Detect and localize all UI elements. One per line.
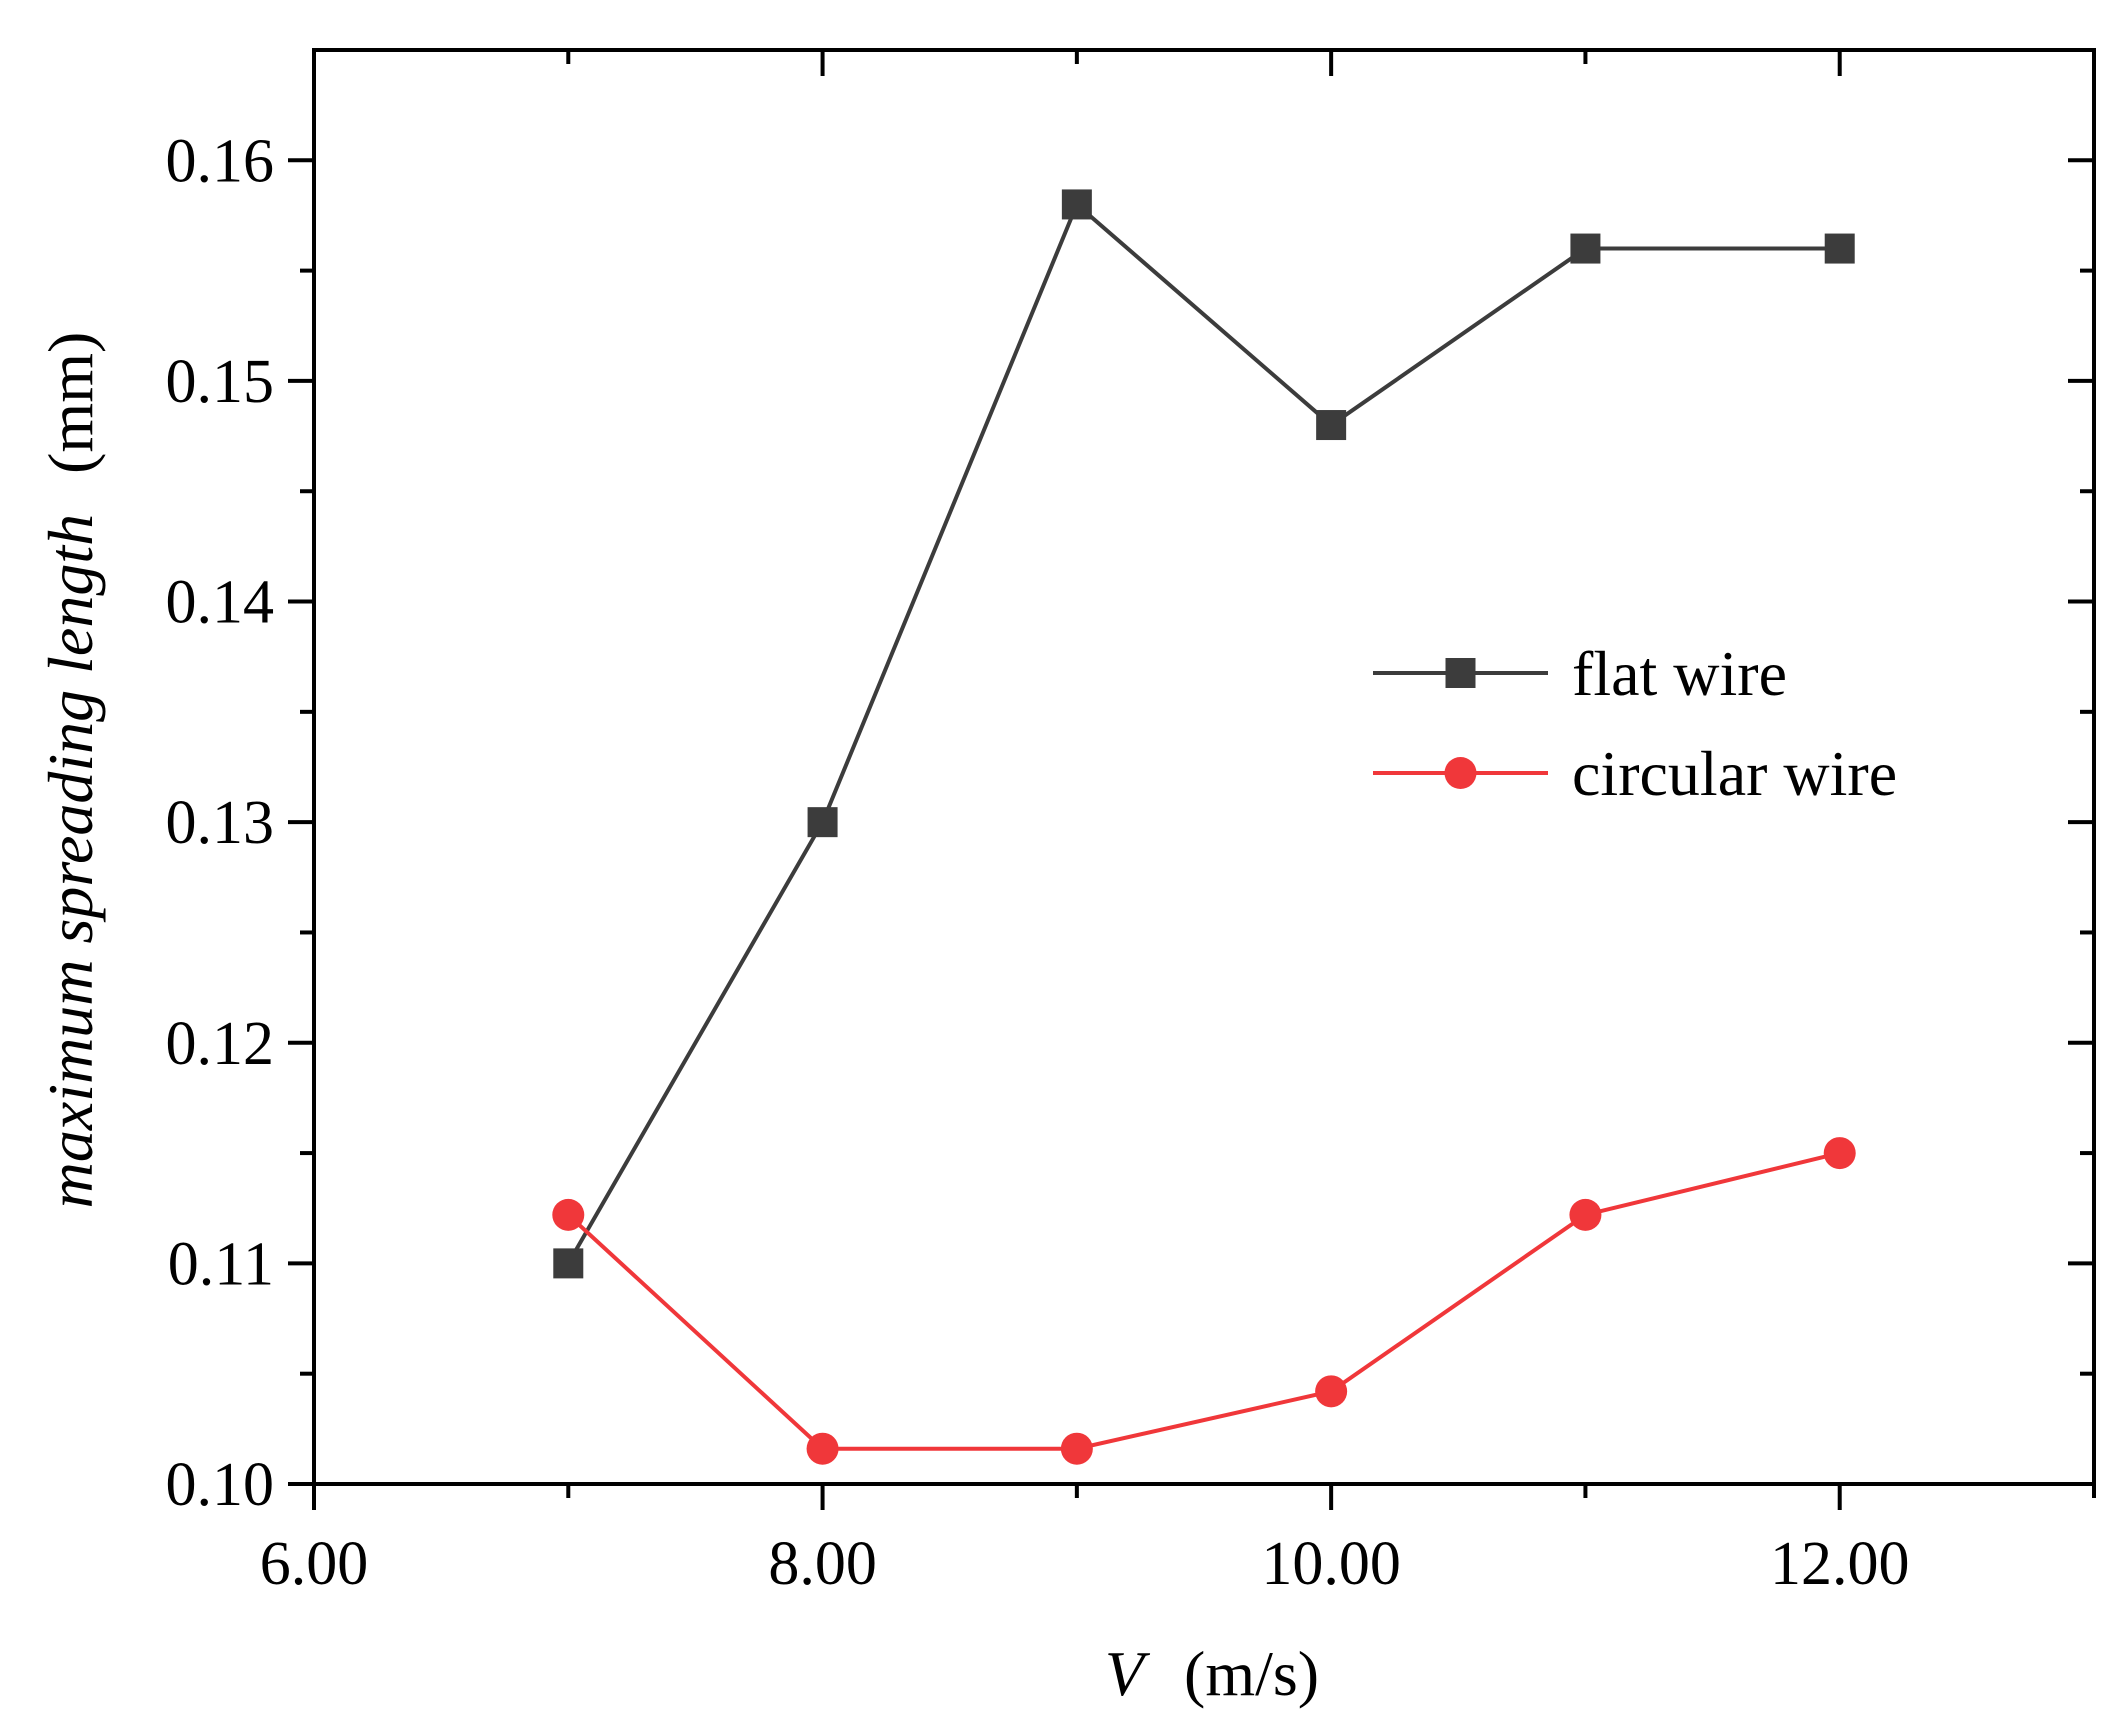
- legend-label: circular wire: [1572, 738, 1897, 809]
- data-point: [1316, 410, 1347, 441]
- y-axis-label: maximum spreading length (mm): [35, 332, 106, 1209]
- legend: flat wire circular wire: [1373, 638, 1897, 809]
- y-axis-units: (mm): [35, 332, 106, 474]
- legend-item: circular wire: [1373, 738, 1897, 809]
- y-tick-label: 0.15: [166, 348, 275, 416]
- series-flat-wire: [553, 189, 1855, 1279]
- data-point: [1315, 1375, 1348, 1408]
- plot-frame: [312, 48, 2096, 1486]
- x-tick-label: 10.00: [1261, 1530, 1401, 1598]
- legend-label: flat wire: [1572, 638, 1787, 709]
- legend-item: flat wire: [1373, 638, 1787, 709]
- data-point: [1570, 233, 1601, 264]
- x-axis-label: V (m/s): [1105, 1638, 1319, 1709]
- series-lines: [552, 189, 1856, 1465]
- y-tick-label: 0.16: [166, 127, 275, 195]
- series-circular-wire: [552, 1137, 1856, 1465]
- y-tick-label: 0.10: [166, 1451, 275, 1519]
- x-tick-label: 12.00: [1770, 1530, 1910, 1598]
- y-tick-label: 0.11: [168, 1230, 274, 1298]
- data-point: [1060, 1432, 1093, 1465]
- data-point: [806, 1432, 839, 1465]
- series-line: [566, 201, 1840, 1265]
- x-axis-units: (m/s): [1184, 1638, 1319, 1709]
- legend-marker: [1445, 658, 1476, 688]
- series-line: [566, 1151, 1841, 1451]
- data-point: [1569, 1198, 1602, 1231]
- y-tick-label: 0.14: [166, 569, 275, 637]
- data-point: [1824, 233, 1855, 264]
- y-axis-variable: maximum spreading length: [35, 514, 106, 1208]
- data-point: [1823, 1137, 1856, 1170]
- tick-labels: 6.00 8.00 10.00 12.00 0.10 0.11 0.12 0.13 0.14 0.…: [166, 127, 1910, 1598]
- x-tick-label: 6.00: [260, 1530, 369, 1598]
- y-tick-label: 0.13: [166, 789, 275, 857]
- data-point: [553, 1248, 584, 1279]
- data-point: [807, 807, 838, 838]
- x-tick-label: 8.00: [768, 1530, 877, 1598]
- data-point: [552, 1198, 585, 1231]
- legend-marker: [1444, 757, 1477, 789]
- data-point: [1061, 189, 1092, 220]
- x-axis-variable: V: [1105, 1638, 1151, 1709]
- y-tick-label: 0.12: [166, 1010, 275, 1078]
